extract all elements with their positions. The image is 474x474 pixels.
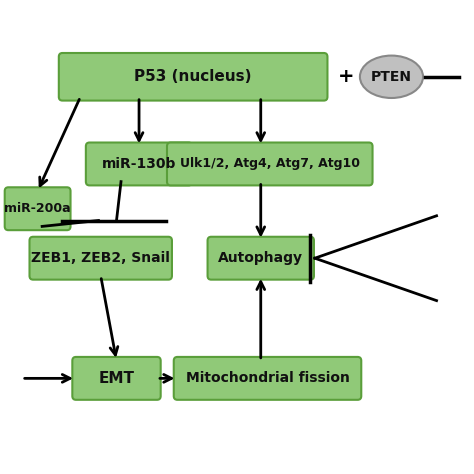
Text: miR-130b: miR-130b [102, 157, 176, 171]
Text: miR-200a: miR-200a [4, 202, 71, 215]
FancyBboxPatch shape [167, 143, 373, 185]
Text: +: + [338, 67, 355, 86]
Text: EMT: EMT [99, 371, 135, 386]
FancyBboxPatch shape [59, 53, 328, 100]
FancyBboxPatch shape [86, 143, 192, 185]
FancyBboxPatch shape [73, 357, 161, 400]
Text: Autophagy: Autophagy [218, 251, 303, 265]
Text: ZEB1, ZEB2, Snail: ZEB1, ZEB2, Snail [31, 251, 170, 265]
Ellipse shape [360, 55, 423, 98]
Text: P53 (nucleus): P53 (nucleus) [135, 69, 252, 84]
FancyBboxPatch shape [208, 237, 314, 280]
FancyBboxPatch shape [29, 237, 172, 280]
FancyBboxPatch shape [174, 357, 361, 400]
Text: Ulk1/2, Atg4, Atg7, Atg10: Ulk1/2, Atg4, Atg7, Atg10 [180, 157, 360, 171]
Text: Mitochondrial fission: Mitochondrial fission [186, 371, 349, 385]
FancyBboxPatch shape [5, 187, 71, 230]
Text: PTEN: PTEN [371, 70, 412, 84]
